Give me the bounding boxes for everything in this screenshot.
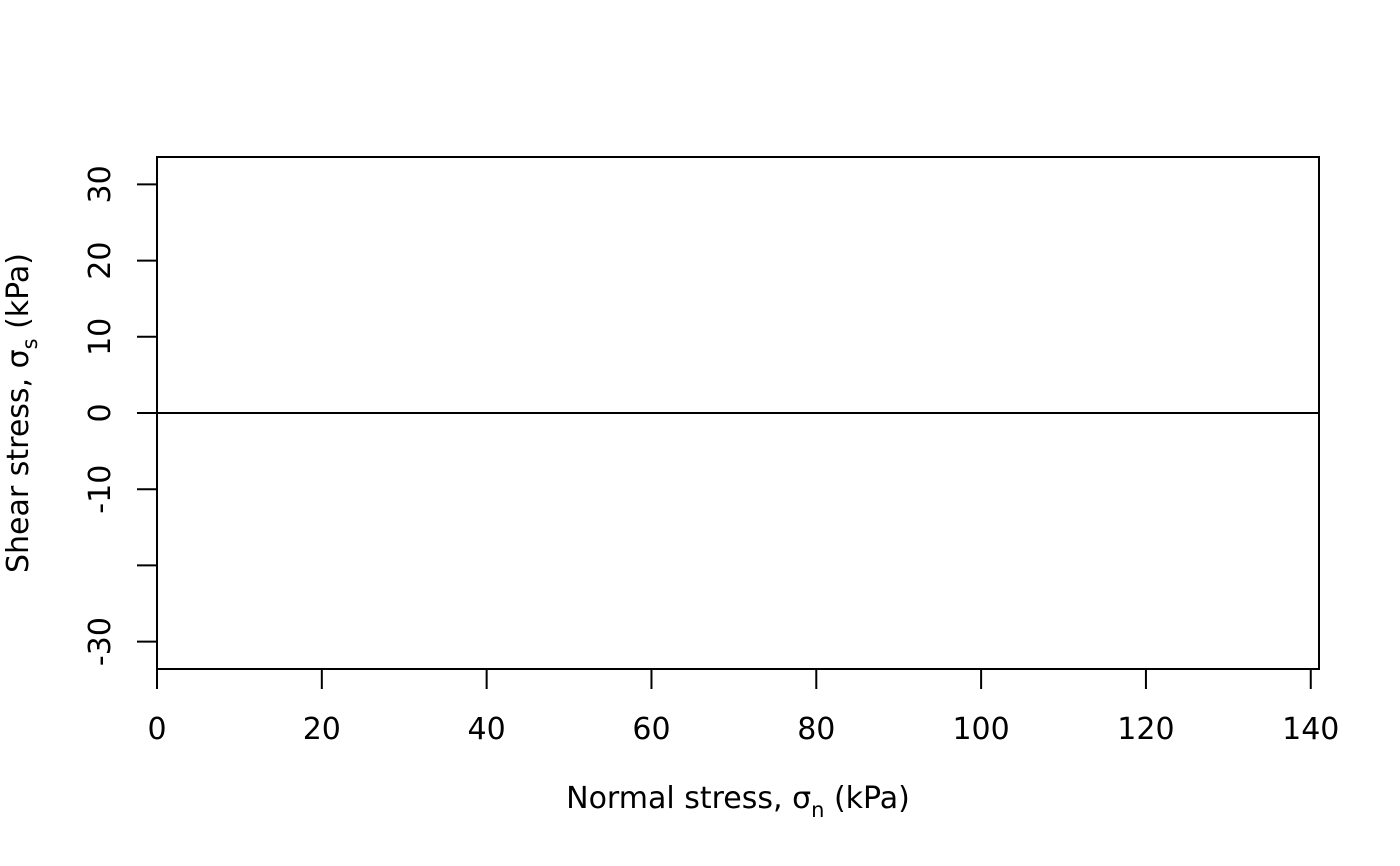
y-tick-label: 10 — [83, 318, 118, 356]
x-tick-label: 40 — [468, 712, 506, 747]
x-axis-title-subscript: n — [811, 798, 824, 822]
x-axis-title-text: Normal stress, — [566, 781, 792, 816]
x-tick-label: 140 — [1282, 712, 1339, 747]
y-axis-title-subscript: s — [18, 338, 42, 349]
x-axis-title: Normal stress, σn (kPa) — [566, 781, 910, 822]
y-tick-label: 0 — [83, 403, 118, 422]
y-tick-label: -30 — [83, 617, 118, 666]
x-tick-label: 100 — [952, 712, 1009, 747]
x-tick-label: 80 — [797, 712, 835, 747]
x-axis-title-unit: (kPa) — [824, 781, 909, 816]
x-axis-title-symbol: σ — [792, 781, 811, 816]
y-axis-title: Shear stress, σs (kPa) — [1, 253, 42, 573]
y-tick-label: 20 — [83, 242, 118, 280]
x-axis: 0 20 40 60 80 100 120 140 — [147, 668, 1339, 747]
y-axis-title-unit: (kPa) — [1, 253, 36, 338]
y-axis-title-text: Shear stress, — [1, 368, 36, 573]
y-axis: 30 20 10 0 -10 -30 — [83, 165, 158, 666]
y-tick-label: 30 — [83, 165, 118, 203]
x-tick-label: 20 — [303, 712, 341, 747]
x-tick-label: 120 — [1117, 712, 1174, 747]
x-tick-label: 60 — [632, 712, 670, 747]
x-tick-label: 0 — [147, 712, 166, 747]
y-axis-title-symbol: σ — [1, 349, 36, 368]
y-tick-label: -10 — [83, 465, 118, 514]
